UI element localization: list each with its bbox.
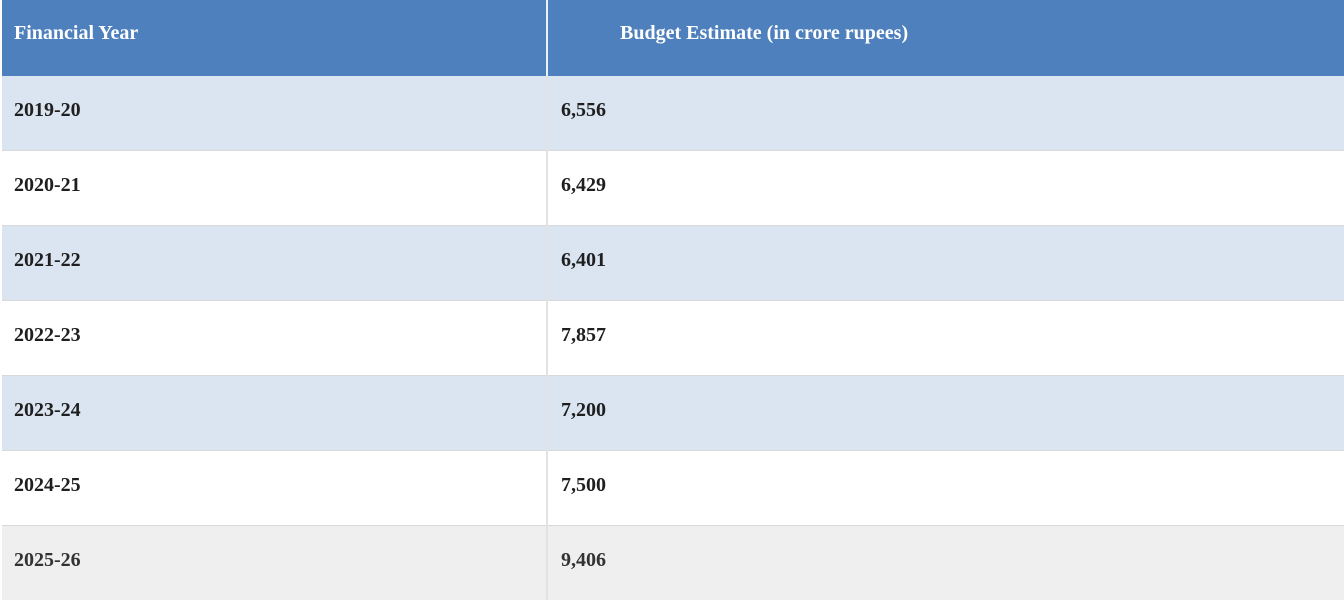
table-header: Financial Year Budget Estimate (in crore… [1,0,1344,76]
table-header-row: Financial Year Budget Estimate (in crore… [1,0,1344,76]
financial-year-cell: 2021-22 [1,226,547,301]
financial-year-cell: 2023-24 [1,376,547,451]
budget-estimate-cell: 7,200 [547,376,1344,451]
financial-year-cell: 2019-20 [1,76,547,151]
financial-year-cell: 2022-23 [1,301,547,376]
budget-estimate-cell: 6,429 [547,151,1344,226]
budget-estimate-cell: 7,500 [547,451,1344,526]
column-header-budget-estimate: Budget Estimate (in crore rupees) [547,0,1344,76]
budget-estimate-cell: 6,401 [547,226,1344,301]
budget-estimate-cell: 7,857 [547,301,1344,376]
budget-estimate-cell: 9,406 [547,526,1344,600]
budget-estimate-cell: 6,556 [547,76,1344,151]
column-header-financial-year: Financial Year [1,0,547,76]
financial-year-cell: 2020-21 [1,151,547,226]
financial-year-cell: 2024-25 [1,451,547,526]
financial-year-cell: 2025-26 [1,526,547,600]
